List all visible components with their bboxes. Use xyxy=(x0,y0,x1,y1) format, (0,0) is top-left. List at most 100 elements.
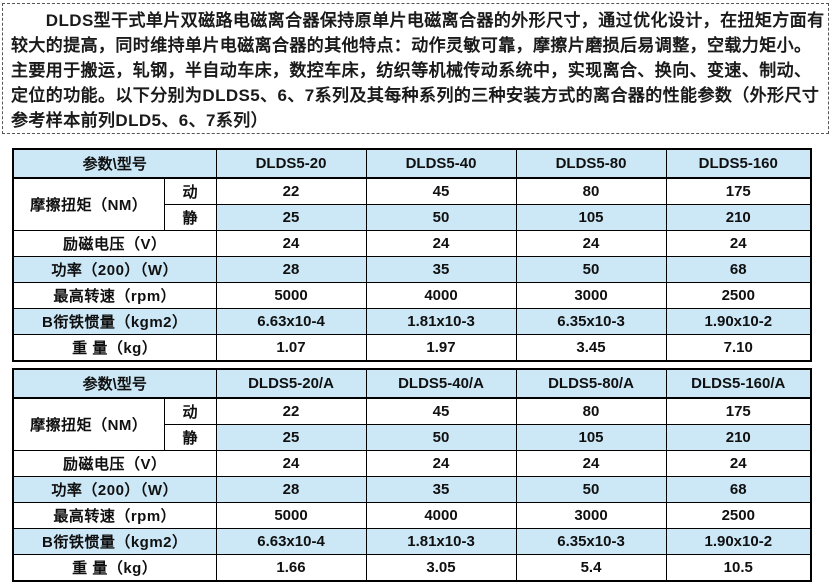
value-cell: 50 xyxy=(515,476,667,503)
value-cell: 80 xyxy=(515,397,667,425)
row-label-cell: B衔铁惯量（kgm2） xyxy=(12,308,217,335)
table-row: 静 25 50 105 210 xyxy=(13,424,812,451)
value-cell: 24 xyxy=(365,230,517,257)
value-cell: 10.5 xyxy=(665,554,812,582)
row-label-cell: 重 量（kg） xyxy=(12,334,217,362)
value-cell: 3000 xyxy=(515,282,667,309)
value-cell: 50 xyxy=(365,424,517,451)
value-cell: 28 xyxy=(215,256,367,283)
value-cell: 24 xyxy=(665,230,812,257)
intro-box: DLDS型干式单片双磁路电磁离合器保持原单片电磁离合器的外形尺寸，通过优化设计，… xyxy=(2,3,829,134)
value-cell: 6.63x10-4 xyxy=(215,308,367,335)
table-row: 重 量（kg） 1.66 3.05 5.4 10.5 xyxy=(12,554,812,582)
row-label-cell: 功率（200）（W） xyxy=(12,476,217,503)
value-cell: 3000 xyxy=(515,502,667,529)
table-row: B衔铁惯量（kgm2） 6.63x10-4 1.81x10-3 6.35x10-… xyxy=(12,528,812,555)
value-cell: 1.07 xyxy=(215,334,367,362)
intro-line: 定位的功能。以下分别为DLDS5、6、7系列及其每种系列的三种安装方式的离合器的… xyxy=(11,86,820,105)
value-cell: 1.81x10-3 xyxy=(365,528,517,555)
intro-line: 主要用于搬运，轧钢，半自动车床，数控车床，纺织等机械传动系统中，实现离合、换向、… xyxy=(11,61,812,80)
value-cell: 5000 xyxy=(215,282,367,309)
table-row: 功率（200）（W） 28 35 50 68 xyxy=(12,256,812,283)
table-row: 摩擦扭矩（NM） 动 22 45 80 175 xyxy=(12,177,812,231)
value-cell: 22 xyxy=(215,397,367,425)
value-cell: 68 xyxy=(665,256,812,283)
value-cell: 24 xyxy=(215,230,367,257)
table-row: 摩擦扭矩（NM） 动 22 45 80 175 xyxy=(12,397,812,451)
torque-dynamic-tag-cell: 动 xyxy=(163,177,217,205)
value-cell: 3.05 xyxy=(365,554,517,582)
value-cell: 4000 xyxy=(365,282,517,309)
intro-line: 参考样本前列DLD5、6、7系列） xyxy=(11,111,269,130)
row-label-cell: 重 量（kg） xyxy=(12,554,217,582)
value-cell: 24 xyxy=(665,450,812,477)
corner-cell: 参数\型号 xyxy=(12,148,217,179)
value-cell: 35 xyxy=(365,476,517,503)
spec-table-dlds5: 参数\型号 DLDS5-20 DLDS5-40 DLDS5-80 DLDS5-1… xyxy=(12,148,813,362)
table-row: B衔铁惯量（kgm2） 6.63x10-4 1.81x10-3 6.35x10-… xyxy=(12,308,812,335)
value-cell: 1.90x10-2 xyxy=(665,308,812,335)
value-cell: 3.45 xyxy=(515,334,667,362)
value-cell: 210 xyxy=(665,424,812,451)
torque-dynamic-tag-cell: 动 xyxy=(163,397,217,425)
model-header-cell: DLDS5-20/A xyxy=(215,368,367,399)
torque-label-cell: 摩擦扭矩（NM） xyxy=(12,397,165,451)
table-row: 静 25 50 105 210 xyxy=(13,204,812,231)
value-cell: 24 xyxy=(515,230,667,257)
value-cell: 45 xyxy=(365,177,517,205)
table-row: 重 量（kg） 1.07 1.97 3.45 7.10 xyxy=(12,334,812,362)
table-row: 励磁电压（V） 24 24 24 24 xyxy=(12,230,812,257)
value-cell: 50 xyxy=(515,256,667,283)
table-header-row: 参数\型号 DLDS5-20/A DLDS5-40/A DLDS5-80/A D… xyxy=(12,368,812,399)
value-cell: 6.35x10-3 xyxy=(515,528,667,555)
table-row: 功率（200）（W） 28 35 50 68 xyxy=(12,476,812,503)
value-cell: 7.10 xyxy=(665,334,812,362)
value-cell: 25 xyxy=(215,424,367,451)
value-cell: 24 xyxy=(365,450,517,477)
model-header-cell: DLDS5-80 xyxy=(515,148,667,179)
value-cell: 175 xyxy=(665,177,812,205)
model-header-cell: DLDS5-160 xyxy=(665,148,812,179)
value-cell: 2500 xyxy=(665,282,812,309)
row-label-cell: 功率（200）（W） xyxy=(12,256,217,283)
corner-cell: 参数\型号 xyxy=(12,368,217,399)
value-cell: 5.4 xyxy=(515,554,667,582)
value-cell: 1.90x10-2 xyxy=(665,528,812,555)
value-cell: 105 xyxy=(515,204,667,231)
value-cell: 80 xyxy=(515,177,667,205)
value-cell: 25 xyxy=(215,204,367,231)
torque-static-tag-cell: 静 xyxy=(163,424,217,451)
value-cell: 4000 xyxy=(365,502,517,529)
model-header-cell: DLDS5-80/A xyxy=(515,368,667,399)
value-cell: 68 xyxy=(665,476,812,503)
table-row: 最高转速（rpm） 5000 4000 3000 2500 xyxy=(12,502,812,529)
value-cell: 175 xyxy=(665,397,812,425)
row-label-cell: 最高转速（rpm） xyxy=(12,282,217,309)
value-cell: 22 xyxy=(215,177,367,205)
value-cell: 2500 xyxy=(665,502,812,529)
model-header-cell: DLDS5-20 xyxy=(215,148,367,179)
value-cell: 1.81x10-3 xyxy=(365,308,517,335)
table-header-row: 参数\型号 DLDS5-20 DLDS5-40 DLDS5-80 DLDS5-1… xyxy=(12,148,812,179)
value-cell: 45 xyxy=(365,397,517,425)
value-cell: 1.97 xyxy=(365,334,517,362)
intro-line: 较大的提高，同时维持单片电磁离合器的其他特点：动作灵敏可靠，摩擦片磨损后易调整，… xyxy=(11,36,812,55)
row-label-cell: 励磁电压（V） xyxy=(12,230,217,257)
value-cell: 50 xyxy=(365,204,517,231)
row-label-cell: B衔铁惯量（kgm2） xyxy=(12,528,217,555)
torque-static-tag-cell: 静 xyxy=(163,204,217,231)
value-cell: 5000 xyxy=(215,502,367,529)
value-cell: 24 xyxy=(515,450,667,477)
value-cell: 1.66 xyxy=(215,554,367,582)
value-cell: 28 xyxy=(215,476,367,503)
model-header-cell: DLDS5-40/A xyxy=(365,368,517,399)
value-cell: 6.35x10-3 xyxy=(515,308,667,335)
intro-line: DLDS型干式单片双磁路电磁离合器保持原单片电磁离合器的外形尺寸，通过优化设计，… xyxy=(11,11,825,30)
row-label-cell: 励磁电压（V） xyxy=(12,450,217,477)
model-header-cell: DLDS5-40 xyxy=(365,148,517,179)
value-cell: 105 xyxy=(515,424,667,451)
row-label-cell: 最高转速（rpm） xyxy=(12,502,217,529)
model-header-cell: DLDS5-160/A xyxy=(665,368,812,399)
value-cell: 35 xyxy=(365,256,517,283)
